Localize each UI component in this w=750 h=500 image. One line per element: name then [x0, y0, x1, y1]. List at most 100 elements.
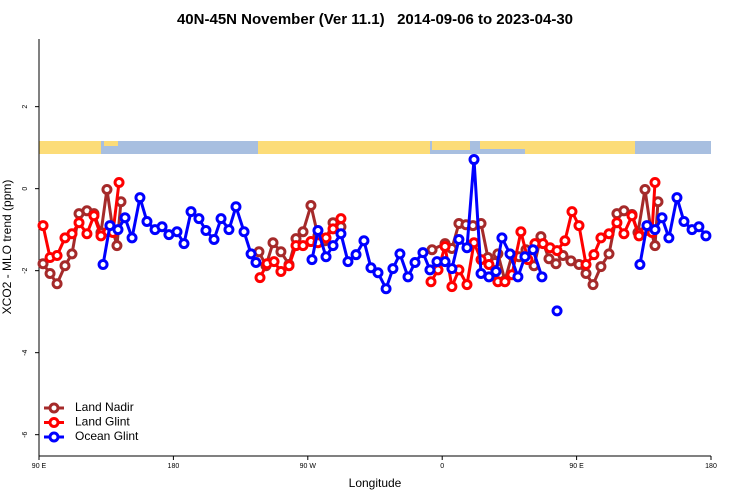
x-tick-label: 90 W: [300, 463, 317, 470]
data-point: [439, 240, 451, 252]
data-point: [678, 215, 690, 227]
data-point: [66, 248, 78, 260]
data-point: [104, 220, 116, 232]
data-point: [527, 244, 539, 256]
data-point: [543, 253, 555, 265]
data-point: [358, 235, 370, 247]
data-point: [297, 240, 309, 252]
data-point: [350, 249, 362, 261]
data-point: [536, 271, 548, 283]
data-point: [283, 260, 295, 272]
data-point: [402, 271, 414, 283]
data-point: [73, 217, 85, 229]
data-point: [112, 224, 124, 236]
y-tick-label: -6: [22, 431, 29, 437]
data-point: [595, 232, 607, 244]
data-point: [566, 206, 578, 218]
y-tick-label: -4: [22, 349, 29, 355]
data-point: [185, 206, 197, 218]
data-point: [134, 192, 146, 204]
data-point: [37, 258, 49, 270]
data-point: [519, 251, 531, 263]
data-point: [320, 232, 332, 244]
data-point: [504, 248, 516, 260]
data-point: [663, 232, 675, 244]
data-point: [200, 224, 212, 236]
land-ocean-strip: [39, 141, 711, 154]
data-point: [512, 271, 524, 283]
data-point: [342, 256, 354, 268]
y-tick-label: -2: [22, 267, 29, 273]
data-point: [51, 249, 63, 261]
data-point: [641, 220, 653, 232]
x-tick-label: 90 E: [32, 463, 47, 470]
data-point: [499, 276, 511, 288]
land-band: [39, 141, 101, 154]
data-point: [365, 262, 377, 274]
data-point: [580, 268, 592, 280]
data-point: [634, 259, 646, 271]
data-point: [633, 230, 645, 242]
data-point: [335, 213, 347, 225]
data-point: [327, 240, 339, 252]
land-band: [525, 141, 635, 154]
data-point: [81, 228, 93, 240]
data-point: [208, 234, 220, 246]
data-point: [111, 240, 123, 252]
data-point: [193, 213, 205, 225]
chart-title: 40N-45N November (Ver 11.1) 2014-09-06 t…: [177, 11, 573, 28]
legend-text: Land Glint: [75, 415, 130, 429]
data-point: [671, 192, 683, 204]
data-point: [156, 221, 168, 233]
data-point: [483, 259, 495, 271]
data-point: [461, 242, 473, 254]
data-point: [496, 232, 508, 244]
data-point: [178, 238, 190, 250]
data-point: [483, 271, 495, 283]
data-point: [425, 276, 437, 288]
data-point: [97, 259, 109, 271]
x-axis-label: Longitude: [349, 476, 402, 490]
data-point: [649, 177, 661, 189]
data-point: [380, 283, 392, 295]
data-point: [515, 226, 527, 238]
data-point: [446, 281, 458, 293]
data-point: [126, 232, 138, 244]
data-point: [44, 268, 56, 280]
data-point: [550, 258, 562, 270]
data-point: [611, 217, 623, 229]
data-point: [649, 240, 661, 252]
x-tick-label: 0: [440, 463, 444, 470]
data-point: [51, 278, 63, 290]
data-point: [268, 256, 280, 268]
data-point: [468, 154, 480, 166]
data-point: [215, 213, 227, 225]
data-point: [113, 177, 125, 189]
data-point: [297, 226, 309, 238]
data-point: [573, 220, 585, 232]
data-point: [461, 279, 473, 291]
legend-marker: [48, 417, 60, 428]
data-point: [305, 199, 317, 211]
data-point: [595, 261, 607, 273]
data-point: [306, 254, 318, 266]
y-tick-label: 2: [22, 105, 29, 109]
data-point: [245, 248, 257, 260]
legend-marker: [48, 402, 60, 414]
data-point: [417, 247, 429, 259]
land-band: [480, 141, 525, 149]
data-point: [490, 265, 502, 277]
data-point: [320, 251, 332, 263]
data-point: [59, 260, 71, 272]
data-point: [603, 228, 615, 240]
data-point: [453, 234, 465, 246]
data-point: [409, 256, 421, 268]
data-point: [275, 246, 287, 258]
land-band: [258, 141, 430, 154]
land-band: [432, 141, 470, 150]
data-point: [335, 228, 347, 240]
data-point: [88, 210, 100, 222]
data-point: [101, 183, 113, 195]
data-point: [223, 224, 235, 236]
